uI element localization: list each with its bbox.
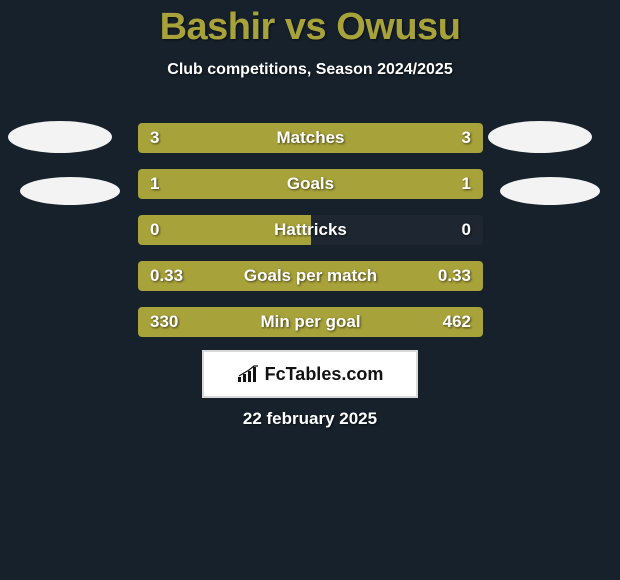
logo-ellipse-1: [20, 177, 120, 205]
stat-row: 3 3 Matches: [138, 123, 483, 153]
stat-label: Goals per match: [244, 266, 377, 286]
stat-value-right: 3: [462, 128, 471, 148]
date: 22 february 2025: [0, 409, 620, 429]
bar-fill-left: [138, 169, 311, 199]
brand-box: FcTables.com: [202, 350, 418, 398]
stat-label: Matches: [276, 128, 344, 148]
stat-value-left: 1: [150, 174, 159, 194]
stat-value-right: 0.33: [438, 266, 471, 286]
stat-label: Goals: [287, 174, 334, 194]
brand-text: FcTables.com: [265, 364, 384, 385]
chart-icon: [237, 365, 259, 383]
stat-value-right: 1: [462, 174, 471, 194]
logo-ellipse-0: [8, 121, 112, 153]
logo-ellipse-2: [488, 121, 592, 153]
stat-row: 1 1 Goals: [138, 169, 483, 199]
stat-row: 330 462 Min per goal: [138, 307, 483, 337]
stat-label: Min per goal: [260, 312, 360, 332]
stat-value-left: 330: [150, 312, 178, 332]
bar-fill-right: [311, 169, 484, 199]
stat-value-left: 0: [150, 220, 159, 240]
page-title: Bashir vs Owusu: [0, 6, 620, 49]
stat-row: 0 0 Hattricks: [138, 215, 483, 245]
stat-value-right: 462: [443, 312, 471, 332]
stat-label: Hattricks: [274, 220, 347, 240]
logo-ellipse-3: [500, 177, 600, 205]
stat-value-left: 3: [150, 128, 159, 148]
stat-row: 0.33 0.33 Goals per match: [138, 261, 483, 291]
subtitle: Club competitions, Season 2024/2025: [0, 61, 620, 79]
stat-value-left: 0.33: [150, 266, 183, 286]
stat-value-right: 0: [462, 220, 471, 240]
